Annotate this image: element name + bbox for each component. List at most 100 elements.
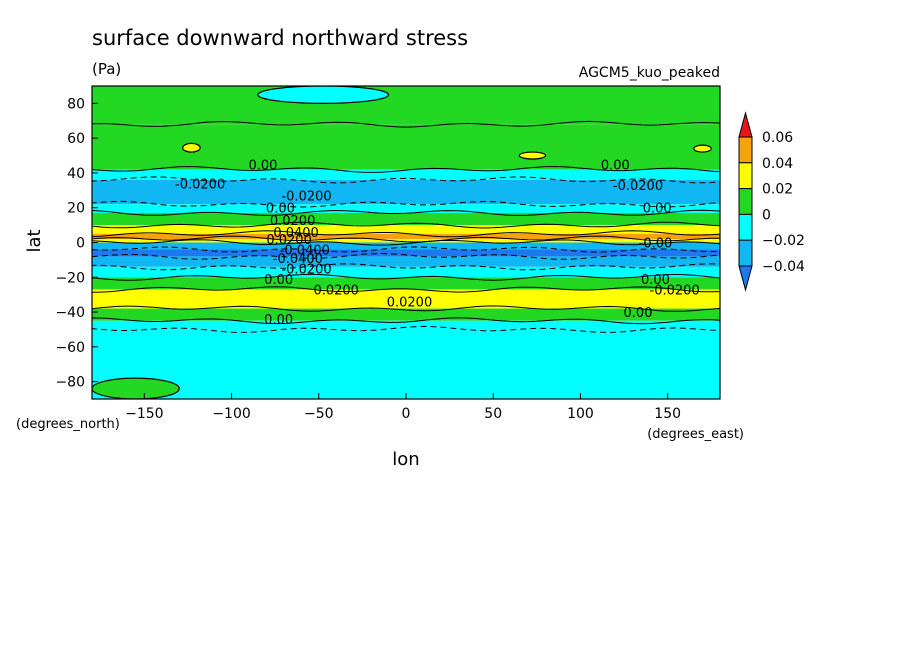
colorbar-label: −0.04 — [762, 259, 805, 275]
colorbar-top-arrow — [738, 111, 753, 138]
y-tick-label: 80 — [67, 96, 85, 112]
contour-label: -0.0200 — [281, 263, 331, 278]
plot-area — [92, 86, 720, 399]
band — [92, 212, 720, 226]
y-tick-label: 40 — [67, 166, 85, 182]
contour-label: 0.0200 — [313, 283, 359, 298]
y-tick-label: −80 — [55, 375, 85, 391]
contour-line — [92, 235, 720, 243]
colorbar-label: 0.02 — [762, 182, 793, 198]
contour-lines — [92, 120, 720, 333]
yellow-spot — [518, 151, 547, 160]
contour-label: 0.00 — [264, 273, 293, 288]
x-tick-label: 100 — [567, 406, 594, 422]
contour-line — [92, 286, 720, 293]
contour-line — [92, 176, 720, 184]
contour-label: -0.00 — [639, 237, 673, 252]
contour-line — [92, 252, 720, 260]
colorbar-label: −0.02 — [762, 233, 805, 249]
contour-line — [92, 209, 720, 217]
contour-label: 0.00 — [643, 202, 672, 217]
colorbar-label: 0 — [762, 207, 771, 223]
band — [92, 239, 720, 243]
contour-label: -0.0200 — [650, 283, 700, 298]
colorbar-bin — [738, 213, 753, 241]
green-patch — [92, 377, 180, 399]
contour-line — [92, 263, 720, 271]
contour-line — [92, 165, 720, 173]
colorbar-label: 0.04 — [762, 156, 793, 172]
x-tick-label: −150 — [125, 406, 163, 422]
contour-label: 0.00 — [601, 158, 630, 173]
y-units-label: (degrees_north) — [16, 417, 120, 432]
colorbar-bin — [738, 239, 753, 267]
x-tick-label: 50 — [484, 406, 502, 422]
y-tick-label: 60 — [67, 131, 85, 147]
band — [92, 308, 720, 321]
y-tick-label: 0 — [76, 236, 85, 252]
contour-line — [92, 239, 720, 246]
band — [92, 179, 720, 205]
x-tick-label: 150 — [654, 406, 681, 422]
x-tick-label: −100 — [212, 406, 250, 422]
x-axis-label: lon — [392, 449, 419, 470]
contour-line — [92, 305, 720, 312]
y-tick-label: −20 — [55, 270, 85, 286]
y-tick-label: 20 — [67, 201, 85, 217]
contour-line — [92, 200, 720, 208]
chart-title: surface downward northward stress — [92, 26, 468, 50]
units-label: (Pa) — [92, 60, 121, 78]
dataset-label: AGCM5_kuo_peaked — [579, 65, 720, 81]
x-tick-label: −50 — [304, 406, 334, 422]
x-units-label: (degrees_east) — [647, 427, 744, 442]
contour-line — [92, 230, 720, 238]
contour-line — [92, 317, 720, 325]
y-axis: 80 60 40 20 0 −20 −40 −60 −80 — [55, 96, 98, 391]
contour-line — [92, 120, 720, 128]
contour-label: 0.00 — [266, 202, 295, 217]
contour-label: 0.00 — [624, 306, 653, 321]
y-axis-label: lat — [24, 229, 45, 252]
yellow-spot — [182, 142, 201, 153]
contour-label: 0.00 — [248, 158, 277, 173]
band — [92, 249, 720, 257]
contour-label: -0.0200 — [613, 179, 663, 194]
colorbar-label: 0.06 — [762, 130, 793, 146]
colorbar-bottom-arrow — [738, 265, 753, 292]
band — [92, 277, 720, 290]
band — [92, 86, 720, 125]
band — [92, 204, 720, 213]
contour-label: -0.0200 — [175, 177, 225, 192]
y-tick-label: −40 — [55, 305, 85, 321]
colorbar-bin — [738, 162, 753, 190]
x-tick-label: 0 — [402, 406, 411, 422]
band — [92, 256, 720, 267]
contour-label: 0.00 — [641, 273, 670, 288]
contour-label: 0.00 — [264, 313, 293, 328]
band — [92, 225, 720, 234]
contour-label: 0.0200 — [387, 296, 433, 311]
contour-label: -0.0400 — [280, 243, 330, 258]
contour-label: -0.0400 — [273, 252, 323, 267]
colorbar-bin — [738, 188, 753, 215]
contour-label: -0.0200 — [281, 190, 331, 205]
band — [92, 169, 720, 180]
cyan-patch — [257, 86, 390, 104]
contour-label: 0.0400 — [273, 226, 319, 241]
contour-line — [92, 273, 720, 281]
band — [92, 233, 720, 240]
band — [92, 320, 720, 330]
band — [92, 289, 720, 309]
contour-line — [92, 246, 720, 253]
colorbar-bin — [738, 136, 753, 164]
band — [92, 266, 720, 278]
yellow-spot — [693, 144, 712, 153]
contour-label: 0.0200 — [266, 233, 312, 248]
contour-label: 0.0200 — [270, 214, 316, 229]
band — [92, 329, 720, 399]
band — [92, 242, 720, 250]
colorbar: 0.06 0.04 0.02 0 −0.02 −0.04 — [738, 111, 805, 292]
contour-line — [92, 325, 720, 333]
